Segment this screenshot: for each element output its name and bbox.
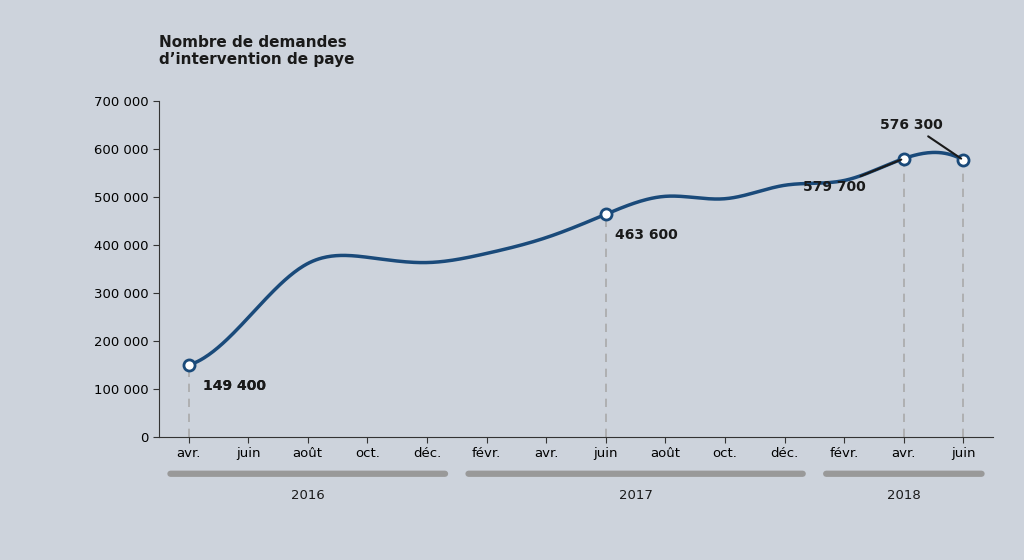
Text: 2016: 2016 bbox=[291, 489, 325, 502]
Text: 579 700: 579 700 bbox=[803, 160, 901, 194]
Text: Nombre de demandes
d’intervention de paye: Nombre de demandes d’intervention de pay… bbox=[159, 35, 354, 67]
Text: 2017: 2017 bbox=[618, 489, 652, 502]
Text: 2018: 2018 bbox=[887, 489, 921, 502]
Text: 463 600: 463 600 bbox=[614, 228, 678, 242]
Text: 149 400: 149 400 bbox=[204, 379, 266, 393]
Text: 149 400: 149 400 bbox=[204, 379, 266, 393]
Text: 576 300: 576 300 bbox=[880, 118, 962, 158]
